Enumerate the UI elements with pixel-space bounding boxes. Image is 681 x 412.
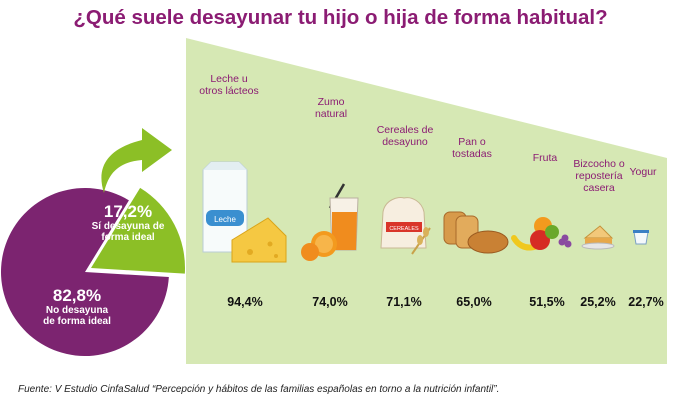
milk-carton-icon: Leche [202,161,248,253]
pie-label-no: 82,8% No desayuna de forma ideal [34,286,120,327]
cereal-bag-icon: CEREALES [380,197,431,255]
value-label: 51,5% [529,295,565,309]
category-label: Cereales de desayuno [376,124,434,148]
value-label: 22,7% [628,295,664,309]
value-label: 65,0% [456,295,492,309]
bread-icon [443,211,509,254]
category-label: Leche u otros lácteos [199,73,259,97]
wedge-background [186,38,667,364]
category-label: Bizcocho o repostería casera [573,158,625,194]
pie-yes-description: Sí desayuna de forma ideal [91,221,165,243]
pie-label-yes: 17,2% Sí desayuna de forma ideal [80,202,176,243]
cereal-bag-text: CEREALES [389,226,419,232]
milk-carton-text: Leche [214,215,236,224]
cake-slice-icon [581,225,615,250]
value-label: 25,2% [580,295,616,309]
yogurt-icon [633,230,649,245]
pie-yes-percent: 17,2% [103,202,153,221]
category-label: Pan o tostadas [452,136,492,160]
value-label: 71,1% [386,295,422,309]
value-label: 94,4% [227,295,263,309]
fruit-bowl-icon [511,217,572,251]
cheese-icon [231,217,287,263]
pie-no-percent: 82,8% [52,286,102,305]
pie-slice-no [0,188,169,357]
arrow-icon [101,128,172,193]
pie-slice-yes [91,187,185,274]
category-label: Yogur [629,166,657,178]
category-label: Fruta [532,152,558,164]
orange-juice-icon [301,183,359,261]
source-note: Fuente: V Estudio CinfaSalud “Percepción… [18,384,500,395]
category-label: Zumo natural [314,96,348,120]
pie-no-description: No desayuna de forma ideal [43,305,111,327]
chart-title: ¿Qué suele desayunar tu hijo o hija de f… [73,6,608,29]
value-label: 74,0% [312,295,348,309]
